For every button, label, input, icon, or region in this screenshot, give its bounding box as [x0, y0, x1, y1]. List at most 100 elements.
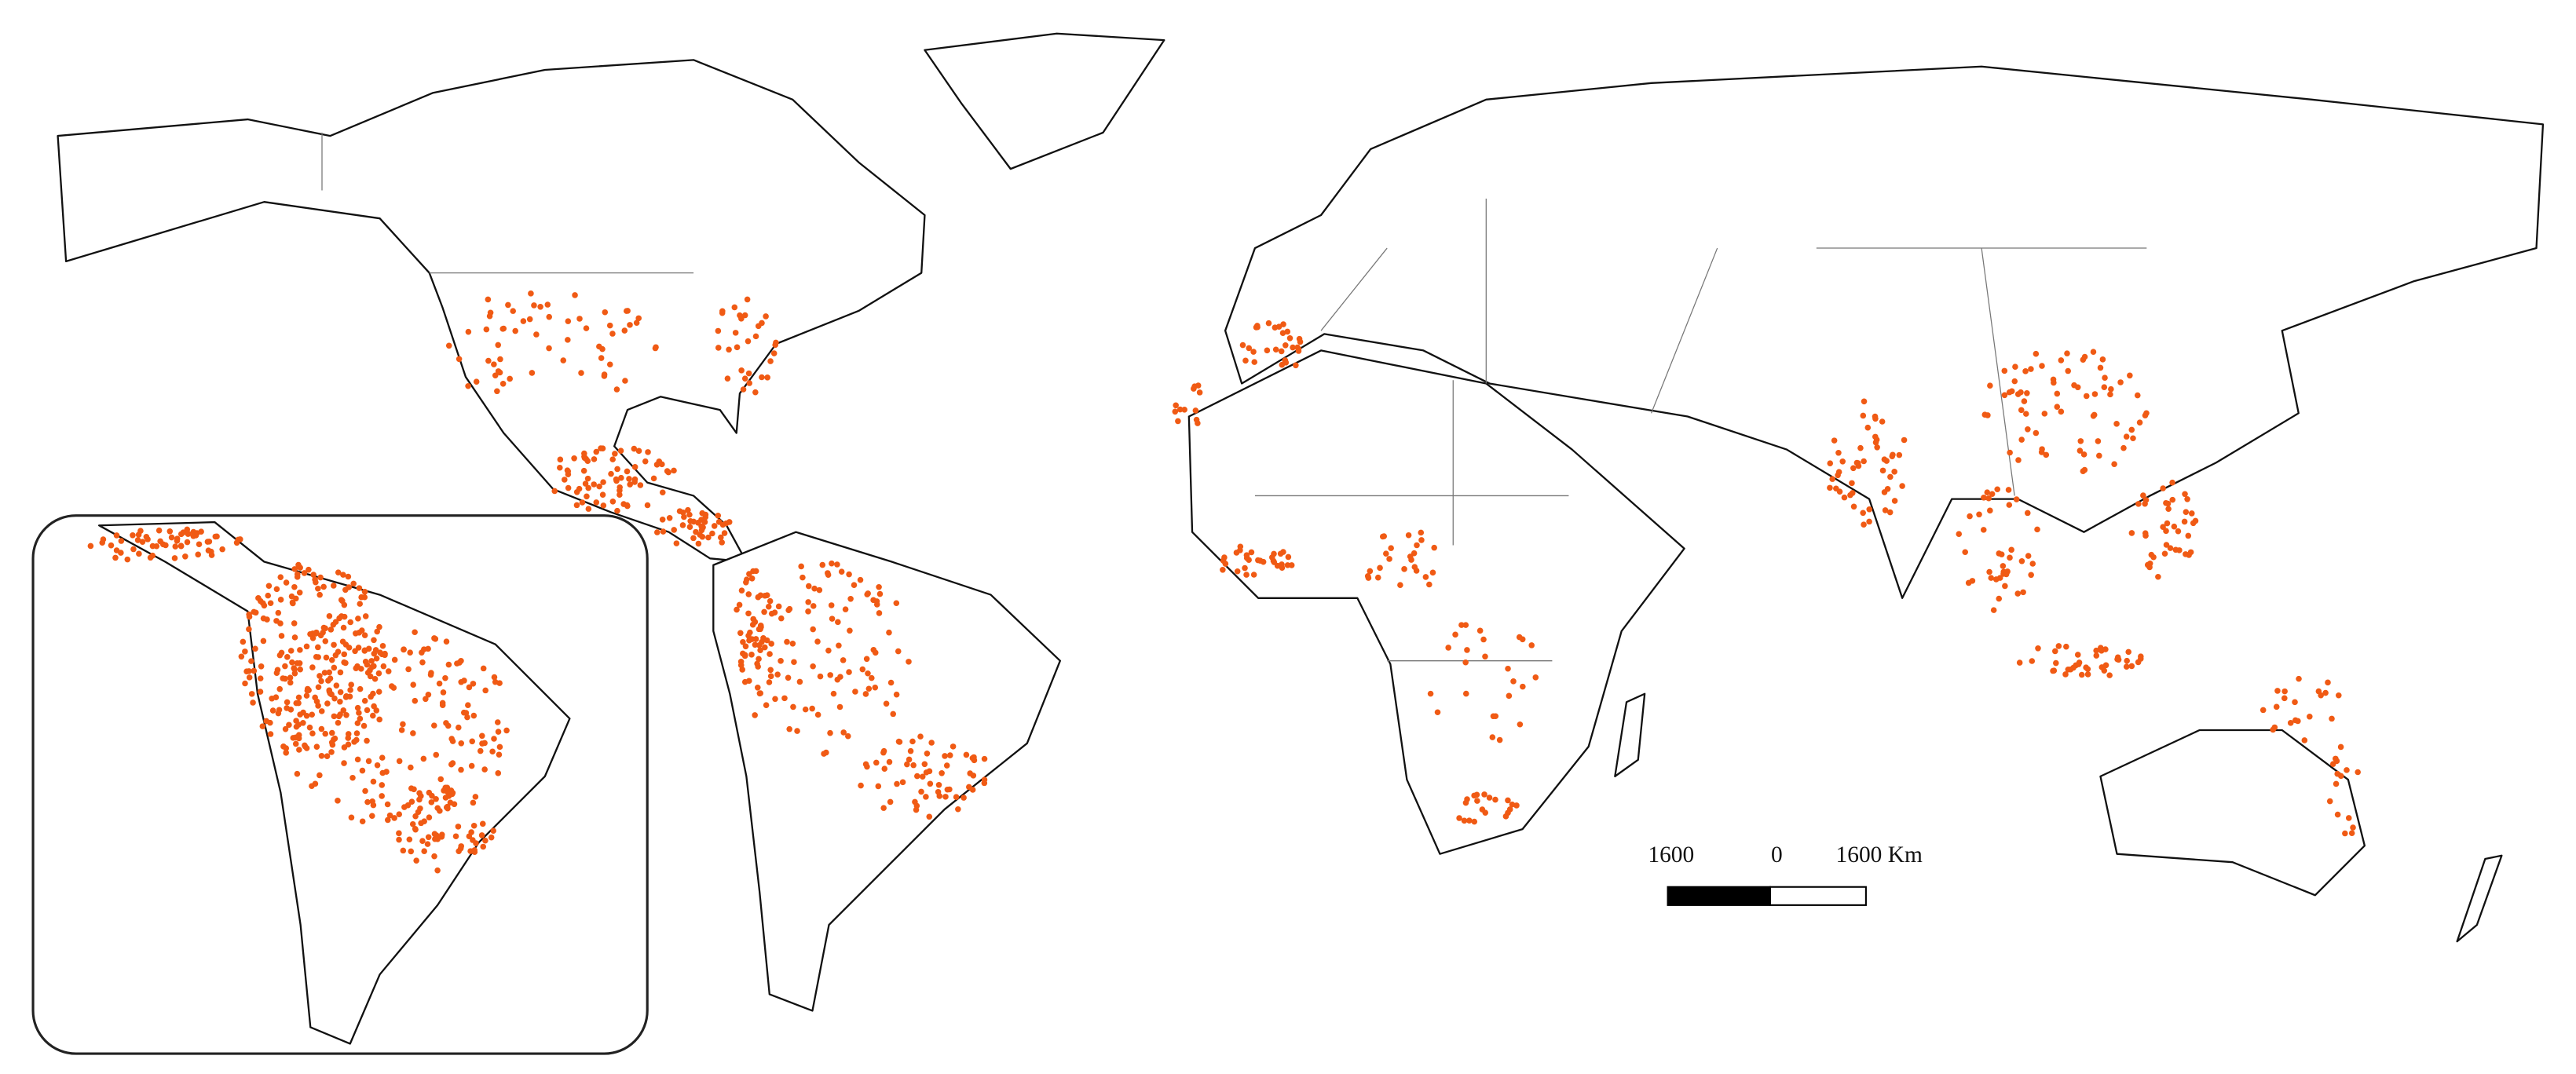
occurrence-point	[2292, 717, 2299, 724]
occurrence-point	[1520, 683, 1526, 690]
occurrence-point	[1246, 345, 1253, 352]
occurrence-point	[1422, 574, 1429, 580]
occurrence-point	[1516, 634, 1523, 641]
occurrence-point	[309, 711, 316, 718]
occurrence-point	[2077, 448, 2084, 454]
occurrence-point	[2348, 830, 2355, 837]
occurrence-point	[865, 590, 871, 597]
occurrence-point	[617, 484, 623, 491]
occurrence-point	[2101, 384, 2108, 390]
occurrence-point	[1462, 659, 1469, 666]
occurrence-point	[876, 583, 882, 590]
occurrence-point	[794, 728, 800, 734]
occurrence-point	[505, 301, 511, 309]
occurrence-point	[379, 642, 386, 649]
occurrence-point	[469, 738, 476, 745]
occurrence-point	[936, 793, 943, 799]
occurrence-point	[829, 560, 835, 567]
occurrence-point	[265, 583, 273, 590]
occurrence-point	[1836, 488, 1843, 495]
occurrence-point	[981, 755, 988, 762]
occurrence-point	[353, 730, 360, 736]
occurrence-point	[499, 381, 507, 387]
occurrence-point	[485, 357, 492, 364]
occurrence-point	[1374, 574, 1381, 581]
occurrence-point	[1887, 473, 1894, 480]
occurrence-point	[673, 540, 680, 546]
occurrence-point	[440, 689, 447, 696]
occurrence-point	[1192, 407, 1199, 414]
occurrence-point	[149, 552, 156, 559]
occurrence-point	[1506, 692, 1513, 700]
occurrence-point	[340, 624, 347, 631]
occurrence-point	[1280, 321, 1286, 327]
occurrence-point	[842, 606, 849, 612]
occurrence-point	[606, 322, 613, 329]
occurrence-point	[2055, 643, 2062, 649]
occurrence-point	[830, 690, 837, 697]
occurrence-point	[324, 700, 331, 707]
occurrence-point	[953, 794, 960, 800]
occurrence-point	[353, 630, 359, 637]
occurrence-point	[1839, 458, 1846, 465]
occurrence-point	[296, 747, 302, 753]
occurrence-point	[2011, 378, 2018, 385]
occurrence-point	[134, 537, 141, 543]
occurrence-point	[836, 642, 842, 649]
occurrence-point	[620, 501, 627, 507]
occurrence-point	[2169, 496, 2176, 503]
occurrence-point	[642, 458, 649, 465]
occurrence-point	[852, 689, 858, 695]
occurrence-point	[624, 308, 631, 314]
occurrence-point	[2102, 646, 2109, 652]
occurrence-point	[1476, 627, 1484, 634]
occurrence-point	[2188, 510, 2195, 517]
occurrence-point	[2093, 652, 2100, 659]
occurrence-point	[280, 675, 286, 681]
occurrence-point	[2091, 391, 2098, 397]
occurrence-point	[1879, 418, 1886, 425]
occurrence-point	[293, 723, 300, 730]
occurrence-point	[695, 520, 701, 526]
occurrence-point	[443, 638, 450, 645]
occurrence-point	[2018, 557, 2025, 564]
occurrence-point	[302, 743, 309, 750]
occurrence-point	[1297, 338, 1304, 345]
occurrence-point	[560, 357, 567, 363]
occurrence-point	[424, 841, 431, 847]
occurrence-point	[118, 538, 125, 544]
occurrence-point	[759, 374, 765, 381]
occurrence-point	[195, 551, 202, 558]
occurrence-point	[250, 700, 256, 706]
occurrence-point	[602, 309, 609, 316]
occurrence-point	[465, 328, 472, 335]
occurrence-point	[752, 641, 759, 648]
occurrence-point	[492, 372, 499, 379]
occurrence-point	[821, 751, 827, 757]
occurrence-point	[757, 690, 764, 696]
occurrence-point	[448, 761, 455, 768]
occurrence-point	[246, 674, 253, 681]
occurrence-point	[1242, 357, 1249, 364]
occurrence-point	[449, 738, 456, 744]
occurrence-point	[2127, 372, 2133, 379]
occurrence-point	[598, 355, 605, 361]
occurrence-point	[745, 591, 752, 597]
occurrence-point	[433, 832, 440, 838]
occurrence-point	[433, 751, 440, 758]
occurrence-point	[461, 678, 467, 684]
occurrence-point	[269, 707, 276, 714]
occurrence-point	[2091, 411, 2098, 418]
occurrence-point	[1364, 573, 1371, 579]
occurrence-point	[185, 530, 192, 537]
occurrence-point	[596, 483, 602, 490]
occurrence-point	[946, 752, 953, 758]
occurrence-point	[456, 848, 462, 855]
occurrence-point	[1861, 398, 1868, 405]
occurrence-point	[970, 773, 977, 779]
occurrence-point	[631, 445, 638, 452]
occurrence-point	[291, 620, 298, 626]
occurrence-point	[291, 670, 298, 677]
occurrence-point	[374, 628, 380, 635]
occurrence-point	[578, 370, 584, 376]
